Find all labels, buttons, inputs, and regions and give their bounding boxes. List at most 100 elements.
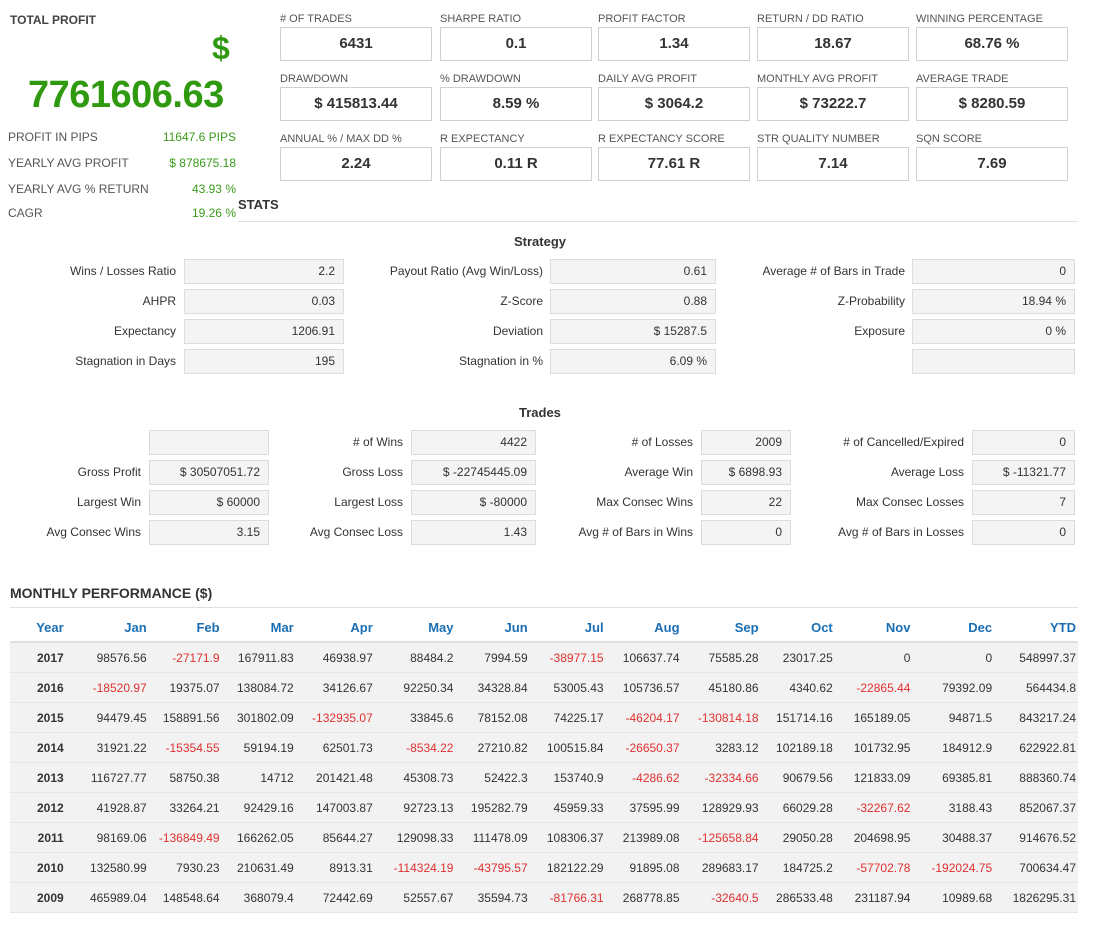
value-cell: 75585.28 [681,642,761,673]
value-cell: 91895.08 [605,852,682,883]
metric-label: R EXPECTANCY SCORE [598,133,725,145]
value-cell: 289683.17 [681,852,761,883]
value-cell: 66029.28 [760,792,835,823]
metric-label: ANNUAL % / MAX DD % [280,133,402,145]
strategy-label: Deviation [492,324,543,338]
value-cell: 138084.72 [221,672,296,703]
column-header[interactable]: Apr [295,613,375,643]
value-cell: 59194.19 [221,732,296,763]
value-cell: 166262.05 [221,822,296,853]
value-cell: 151714.16 [760,702,835,733]
strategy-label: AHPR [142,294,176,308]
metric-value: 1.34 [598,27,750,61]
value-cell: -15354.55 [148,732,222,763]
metric-value: 6431 [280,27,432,61]
value-cell: 465989.04 [65,882,149,913]
value-cell: 0 [834,642,913,673]
trades-label: Avg # of Bars in Losses [838,525,964,539]
year-cell: 2012 [10,792,66,823]
column-header[interactable]: Oct [760,613,835,643]
trades-value: $ 6898.93 [701,460,791,485]
value-cell: -114324.19 [374,852,456,883]
summary-row-value: 43.93 % [191,182,236,196]
value-cell: 31921.22 [65,732,149,763]
table-row: 2009 465989.04 148548.64 368079.4 72442.69 52… [10,882,1078,913]
metric-label: RETURN / DD RATIO [757,13,864,25]
metric-value: 68.76 % [916,27,1068,61]
metric-value: 77.61 R [598,147,750,181]
value-cell: 210631.49 [221,852,296,883]
total-profit-value: 7761606.63 [28,74,224,116]
value-cell: -57702.78 [834,852,913,883]
metric-label: # OF TRADES [280,13,352,25]
column-header[interactable]: Feb [148,613,222,643]
value-cell: 45308.73 [374,762,456,793]
trades-value: 0 [701,520,791,545]
value-cell: 92429.16 [221,792,296,823]
value-cell: 14712 [221,762,296,793]
value-cell: 92250.34 [374,672,456,703]
value-cell: -125658.84 [681,822,761,853]
value-cell: 33264.21 [148,792,222,823]
value-cell: 165189.05 [834,702,913,733]
summary-row-value: $ 878675.18 [169,156,236,170]
trades-label: Largest Win [76,495,141,509]
value-cell: 700634.47 [994,852,1078,883]
value-cell: 213989.08 [605,822,682,853]
value-cell: 622922.81 [994,732,1078,763]
strategy-label: Z-Probability [837,294,905,308]
value-cell: 0 [912,642,995,673]
metric-label: MONTHLY AVG PROFIT [757,73,879,85]
trades-value: $ -80000 [411,490,536,515]
column-header[interactable]: Jun [455,613,530,643]
column-header[interactable]: YTD [994,613,1078,643]
value-cell: 184725.2 [760,852,835,883]
trades-label: # of Wins [352,435,403,449]
trades-value: 22 [701,490,791,515]
value-cell: -81766.31 [529,882,606,913]
value-cell: 167911.83 [221,642,296,673]
monthly-title: MONTHLY PERFORMANCE ($) [10,585,213,601]
column-header[interactable]: Sep [681,613,761,643]
value-cell: 105736.57 [605,672,682,703]
value-cell: 10989.68 [912,882,995,913]
value-cell: 7994.59 [455,642,530,673]
strategy-value: 0.03 [184,289,344,314]
value-cell: 843217.24 [994,702,1078,733]
column-header[interactable]: May [374,613,456,643]
strategy-label: Stagnation in % [458,354,543,368]
column-header[interactable]: Jul [529,613,606,643]
strategy-value: 1206.91 [184,319,344,344]
metric-value: 0.11 R [440,147,592,181]
column-header[interactable]: Mar [221,613,296,643]
trades-label: Average Loss [890,465,964,479]
value-cell: 201421.48 [295,762,375,793]
value-cell: -192024.75 [912,852,995,883]
metric-label: SHARPE RATIO [440,13,522,25]
table-row: 2012 41928.87 33264.21 92429.16 147003.87 927… [10,792,1078,823]
column-header[interactable]: Aug [605,613,682,643]
trades-value: $ 30507051.72 [149,460,269,485]
value-cell: 301802.09 [221,702,296,733]
value-cell: 23017.25 [760,642,835,673]
column-header[interactable]: Nov [834,613,913,643]
value-cell: 153740.9 [529,762,606,793]
trades-title: Trades [519,405,561,420]
value-cell: 74225.17 [529,702,606,733]
column-header[interactable]: Jan [65,613,149,643]
strategy-value: 6.09 % [550,349,716,374]
value-cell: -32640.5 [681,882,761,913]
value-cell: 184912.9 [912,732,995,763]
value-cell: 90679.56 [760,762,835,793]
value-cell: 35594.73 [455,882,530,913]
table-row: 2017 98576.56 -27171.9 167911.83 46938.97 884… [10,642,1078,673]
column-header[interactable]: Year [10,613,66,643]
stats-divider [238,221,1078,222]
table-row: 2015 94479.45 158891.56 301802.09 -132935.07… [10,702,1078,733]
value-cell: -18520.97 [65,672,149,703]
column-header[interactable]: Dec [912,613,995,643]
value-cell: -136849.49 [148,822,222,853]
value-cell: -8534.22 [374,732,456,763]
value-cell: 98576.56 [65,642,149,673]
table-row: 2010 132580.99 7930.23 210631.49 8913.31 -114… [10,852,1078,883]
